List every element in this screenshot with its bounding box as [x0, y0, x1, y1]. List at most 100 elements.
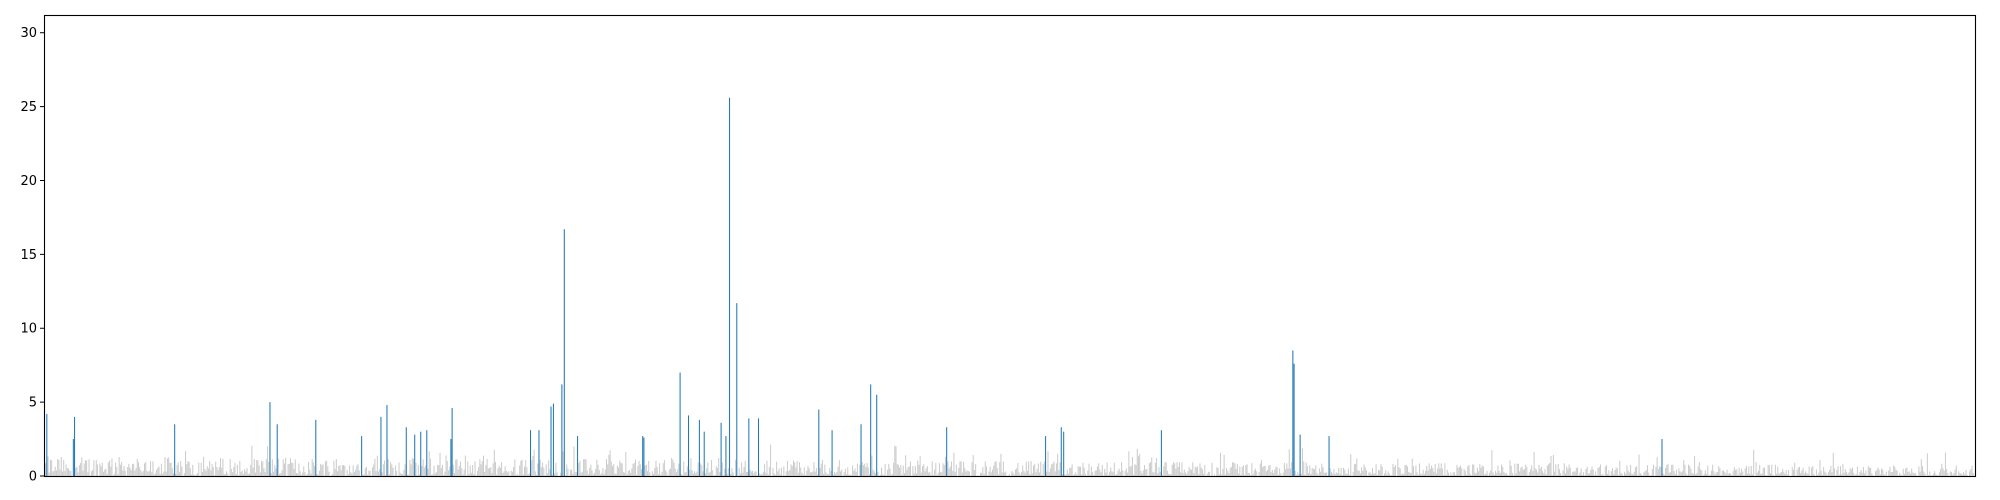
bar-background	[1233, 462, 1235, 476]
bar-background	[432, 474, 434, 476]
bar-background	[975, 464, 977, 476]
bar-background	[317, 474, 319, 476]
bar-background	[902, 465, 904, 476]
bar-background	[248, 473, 250, 476]
bar-background	[1139, 453, 1141, 476]
bar-background	[1503, 471, 1505, 476]
bar-background	[1040, 461, 1042, 476]
bar-background	[1943, 470, 1945, 476]
bar-background	[1042, 464, 1044, 476]
bar-background	[338, 466, 340, 476]
bar-background	[797, 472, 799, 476]
bar-background	[1213, 474, 1215, 476]
bar-background	[885, 475, 887, 476]
bar-background	[1958, 471, 1960, 476]
bar-background	[545, 464, 547, 476]
bar-background	[1768, 465, 1770, 476]
bar-background	[1028, 461, 1030, 476]
bar-background	[995, 461, 997, 476]
bar-background	[948, 468, 950, 476]
bar-background	[1445, 475, 1447, 476]
bar-background	[742, 472, 744, 476]
bar-background	[1094, 470, 1096, 476]
bar-background	[1759, 464, 1761, 476]
bar-background	[1929, 471, 1931, 476]
bar-background	[790, 464, 792, 476]
bar-background	[1344, 469, 1346, 476]
bar-background	[1537, 472, 1539, 476]
bar-background	[624, 472, 626, 476]
bar-background	[1287, 468, 1289, 476]
bar-background	[1646, 465, 1649, 476]
bar-background	[299, 471, 301, 476]
bar-background	[961, 472, 963, 476]
bar-background	[647, 471, 649, 476]
bar-background	[1669, 471, 1671, 476]
bar-background	[571, 469, 573, 476]
bar-background	[145, 462, 147, 476]
bar-background	[686, 466, 688, 476]
bar-background	[1013, 474, 1015, 476]
bar-background	[53, 470, 55, 476]
bar-background	[824, 464, 826, 476]
bar-background	[1234, 463, 1236, 476]
bar-background	[1550, 455, 1552, 476]
bar-background	[350, 472, 352, 476]
bar-highlighted	[420, 431, 422, 476]
bar-background	[1216, 467, 1218, 476]
bar-background	[794, 462, 796, 476]
bar-background	[1286, 463, 1288, 476]
bar-background	[1950, 472, 1952, 476]
bar-background	[291, 462, 293, 476]
bar-background	[1067, 473, 1070, 476]
bar-background	[224, 474, 226, 476]
bar-background	[369, 471, 371, 476]
bar-background	[409, 459, 411, 476]
bar-background	[567, 468, 569, 476]
bar-background	[178, 472, 181, 476]
bar-background	[1959, 473, 1961, 476]
bar-background	[1400, 474, 1402, 476]
bar-background	[1435, 473, 1437, 476]
bar-background	[1368, 472, 1370, 476]
bar-background	[1408, 471, 1410, 476]
bar-background	[685, 472, 687, 476]
bar-background	[708, 472, 710, 476]
bar-background	[1394, 465, 1396, 476]
bar-background	[1323, 472, 1325, 476]
bar-background	[1066, 469, 1068, 476]
bar-background	[110, 466, 112, 476]
bar-background	[368, 470, 370, 476]
bar-background	[254, 472, 257, 476]
y-tick-label: 15	[20, 248, 37, 263]
bar-background	[1811, 467, 1813, 476]
bar-background	[1724, 472, 1726, 476]
bar-highlighted	[72, 439, 74, 476]
bar-background	[1018, 472, 1020, 476]
bar-background	[1595, 471, 1597, 476]
bar-background	[1648, 472, 1650, 476]
bar-background	[1677, 475, 1679, 476]
bar-background	[1118, 468, 1120, 476]
bar-background	[534, 471, 536, 476]
bar-background	[727, 468, 729, 476]
bar-background	[488, 468, 491, 476]
bar-background	[1567, 468, 1569, 476]
bar-background	[1612, 467, 1614, 476]
bar-background	[76, 466, 78, 476]
bar-background	[581, 471, 583, 476]
bar-background	[1295, 474, 1297, 476]
bar-background	[216, 466, 218, 476]
bar-background	[1228, 473, 1230, 476]
bar-background	[823, 473, 825, 476]
bar-background	[1554, 471, 1556, 476]
bar-background	[117, 474, 119, 476]
bar-background	[1971, 465, 1973, 476]
bar-background	[1072, 475, 1074, 476]
bar-background	[1047, 451, 1049, 476]
bar-background	[882, 474, 884, 476]
bar-background	[240, 471, 242, 476]
bar-background	[222, 458, 224, 476]
bar-background	[118, 457, 120, 476]
bar-background	[806, 470, 808, 476]
